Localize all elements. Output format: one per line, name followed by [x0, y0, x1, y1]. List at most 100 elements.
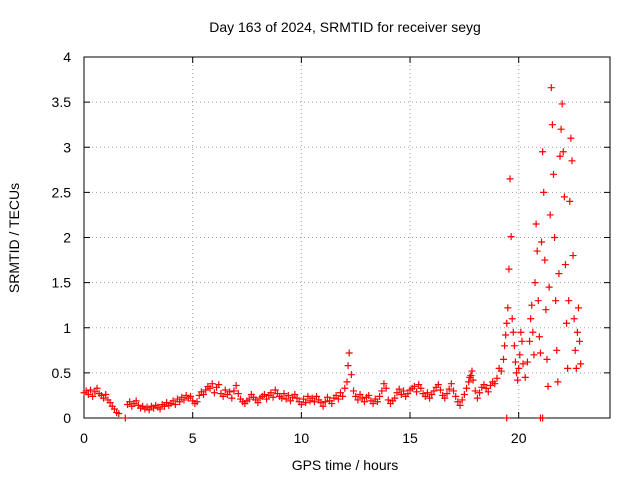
data-point [568, 157, 576, 165]
data-point [526, 337, 534, 345]
data-point [571, 346, 579, 354]
data-point [132, 397, 140, 405]
data-point [509, 328, 517, 336]
data-point [260, 391, 268, 399]
data-point [570, 315, 578, 323]
data-point [436, 386, 444, 394]
data-point [286, 397, 294, 405]
data-point [572, 364, 580, 372]
data-point [567, 134, 575, 142]
data-point [378, 387, 386, 395]
data-point [93, 384, 101, 392]
data-point [531, 279, 539, 287]
y-tick-label: 0 [63, 410, 71, 426]
data-point [502, 331, 510, 339]
data-point [271, 386, 279, 394]
data-point [482, 384, 490, 392]
axis-layer: 0 0.5 1 1.5 2 2.5 3 3.5 4 0 5 10 15 20 [52, 49, 611, 446]
data-point [352, 392, 360, 400]
data-point [434, 381, 442, 389]
data-point [343, 378, 351, 386]
data-point [499, 355, 507, 363]
data-point [532, 220, 540, 228]
data-point [533, 247, 541, 255]
data-point [308, 394, 316, 402]
data-point [559, 148, 567, 156]
data-point [538, 238, 546, 246]
data-point [528, 301, 536, 309]
data-point [508, 315, 516, 323]
data-point [345, 349, 353, 357]
data-point [195, 391, 203, 399]
x-tick-label: 10 [294, 430, 310, 446]
data-point [232, 382, 240, 390]
data-point [282, 395, 290, 403]
data-point [557, 125, 565, 133]
data-point [84, 391, 92, 399]
data-point [208, 380, 216, 388]
data-point [417, 384, 425, 392]
data-point [513, 369, 521, 377]
data-point [530, 351, 538, 359]
data-point [382, 384, 390, 392]
data-point [323, 393, 331, 401]
data-point [542, 306, 550, 314]
data-point [176, 398, 184, 406]
data-point [534, 297, 542, 305]
data-point [441, 394, 449, 402]
data-point [391, 394, 399, 402]
data-point [193, 398, 201, 406]
y-axis-label: SRMTID / TECUs [6, 183, 22, 293]
data-point [187, 392, 195, 400]
data-point [319, 402, 327, 410]
data-point [555, 270, 563, 278]
data-point [358, 394, 366, 402]
data-point [206, 384, 214, 392]
data-point [369, 400, 377, 408]
data-point [471, 387, 479, 395]
data-point [569, 252, 577, 260]
data-point [450, 387, 458, 395]
data-point [328, 400, 336, 408]
data-point [547, 84, 555, 92]
data-point [468, 367, 476, 375]
data-point [380, 380, 388, 388]
data-point [304, 392, 312, 400]
data-point [356, 391, 364, 399]
data-point [200, 391, 208, 399]
data-point [347, 371, 355, 379]
data-point [497, 367, 505, 375]
data-point [501, 342, 509, 350]
data-point [543, 355, 551, 363]
data-point [180, 396, 188, 404]
data-point [336, 389, 344, 397]
data-point [558, 100, 566, 108]
data-point [354, 396, 362, 404]
data-point [126, 398, 134, 406]
y-tick-label: 4 [63, 49, 71, 65]
data-point [234, 390, 242, 398]
data-point [541, 256, 549, 264]
data-point [171, 400, 179, 408]
data-point [334, 395, 342, 403]
data-point [465, 378, 473, 386]
data-point [536, 349, 544, 357]
y-tick-label: 1 [63, 320, 71, 336]
data-point [556, 152, 564, 160]
data-point [517, 328, 525, 336]
data-point [553, 346, 561, 354]
data-point [373, 398, 381, 406]
data-point [297, 400, 305, 408]
data-point [397, 391, 405, 399]
data-point [473, 394, 481, 402]
data-point [521, 373, 529, 381]
data-point [463, 384, 471, 392]
x-tick-label: 20 [511, 430, 527, 446]
data-point [106, 399, 114, 407]
data-point [561, 261, 569, 269]
data-point [566, 197, 574, 205]
data-point [554, 378, 562, 386]
data-point [460, 391, 468, 399]
